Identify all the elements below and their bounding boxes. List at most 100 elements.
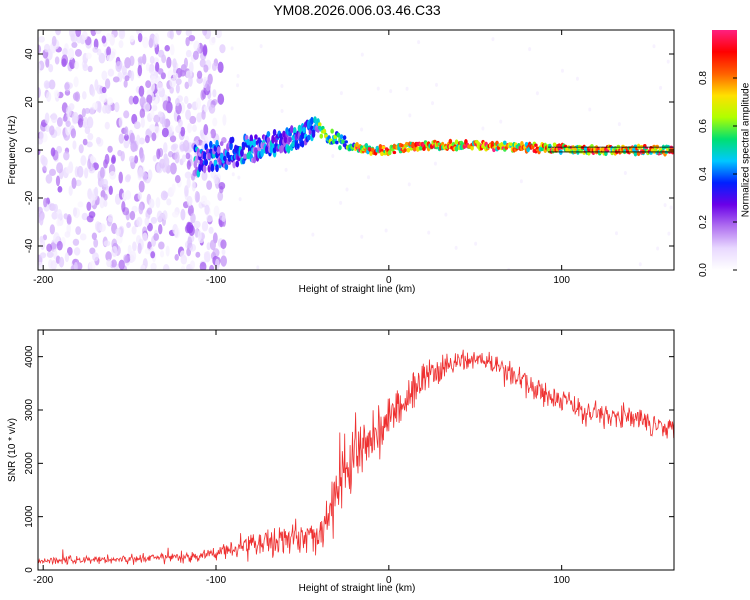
spectrogram-cell: [185, 49, 192, 58]
spectrogram-cell: [50, 147, 56, 157]
spectrogram-cell: [138, 203, 144, 215]
spectrogram-cell: [74, 48, 82, 57]
spectrogram-cell: [144, 216, 150, 227]
spectrogram-cell: [46, 91, 52, 102]
spectrogram-cell: [52, 249, 58, 260]
spectrogram-cell: [77, 118, 84, 128]
spectrogram-cell: [149, 55, 155, 65]
spectrogram-cell: [590, 144, 594, 149]
spectrogram-cell: [101, 183, 109, 191]
spectrogram-y-ticks: -40 -20 0 20 40: [24, 48, 674, 253]
spectrogram-cell: [381, 145, 386, 150]
spectrogram-cell: [344, 140, 348, 144]
spectrogram-cell: [55, 30, 62, 36]
spectrogram-cell: [69, 57, 76, 70]
spectrogram-cell: [183, 57, 188, 69]
spectrogram-cell: [667, 231, 671, 236]
spectrogram-cell: [221, 215, 226, 223]
spectrogram-cell: [282, 130, 286, 138]
spectrogram-cell: [77, 201, 84, 208]
spectrogram-cell: [62, 115, 68, 122]
spectrogram-cell: [65, 120, 71, 127]
spectrogram-cell: [163, 156, 170, 167]
spectrogram-cell: [131, 205, 138, 213]
spectrogram-cells: [38, 30, 674, 270]
spectrogram-cell: [571, 145, 576, 150]
spectrogram-cell: [55, 175, 61, 187]
spectrogram-cell: [202, 45, 208, 57]
spectrogram-cell: [256, 265, 260, 270]
spectrogram-cell: [188, 34, 196, 42]
spectrogram-cell: [246, 138, 250, 146]
spectrogram-cell: [162, 264, 170, 270]
spectrogram-cell: [123, 110, 130, 119]
spectrogram-cell: [219, 44, 226, 54]
spectrogram-cell: [75, 179, 82, 187]
spectrogram-cell: [138, 85, 145, 97]
spectrogram-cell: [130, 70, 135, 82]
spectrogram-cell: [177, 119, 183, 128]
spectrogram-cell: [124, 75, 130, 82]
spectrogram-cell: [172, 58, 177, 69]
spectrogram-cell: [156, 210, 163, 222]
spectrogram-cell: [183, 95, 189, 105]
spectrogram-cell: [355, 141, 359, 148]
spectrogram-cell: [129, 55, 135, 67]
y-tick-label: 1000: [24, 505, 35, 528]
spectrogram-cell: [172, 72, 179, 80]
spectrogram-cell: [38, 62, 41, 71]
spectrogram-cell: [187, 122, 193, 134]
spectrogram-cell: [403, 148, 408, 153]
spectrogram-y-label: Frequency (Hz): [7, 116, 18, 185]
spectrogram-cell: [158, 223, 163, 235]
spectrogram-cell: [534, 143, 538, 147]
spectrogram-cell: [217, 191, 224, 202]
spectrogram-cell: [151, 132, 157, 142]
spectrogram-cell: [48, 63, 54, 73]
spectrogram-cell: [179, 143, 187, 151]
chart-title: YM08.2026.006.03.46.C33: [273, 2, 441, 18]
spectrogram-cell: [146, 94, 153, 105]
snr-panel: -200 -100 0 100 0 1000 2000 3000 4000 Height of…: [7, 329, 675, 594]
spectrogram-cell: [407, 182, 411, 187]
spectrogram-cell: [123, 139, 130, 149]
spectrogram-cell: [111, 245, 118, 258]
spectrogram-cell: [112, 76, 120, 83]
spectrogram-cell: [203, 251, 209, 258]
colorbar-tick-label: 0.4: [698, 167, 709, 181]
spectrogram-cell: [97, 101, 102, 114]
y-tick-label: 4000: [24, 345, 35, 368]
spectrogram-cell: [99, 223, 106, 232]
spectrogram-cell: [186, 222, 194, 234]
spectrogram-cell: [56, 117, 63, 127]
spectrogram-cell: [111, 259, 117, 268]
spectrogram-cell: [148, 198, 155, 209]
spectrogram-cell: [137, 64, 143, 77]
spectrogram-cell: [111, 154, 116, 164]
spectrogram-cell: [191, 180, 196, 192]
spectrogram-cell: [137, 32, 143, 43]
spectrogram-cell: [193, 220, 201, 229]
spectrogram-cell: [88, 211, 96, 219]
spectrogram-cell: [205, 79, 211, 92]
spectrogram-cell: [105, 251, 112, 262]
spectrogram-cell: [195, 251, 201, 258]
spectrogram-cell: [210, 163, 215, 172]
spectrogram-cell: [300, 140, 305, 148]
spectrogram-cell: [280, 108, 284, 113]
spectrogram-cell: [129, 210, 136, 221]
spectrogram-cell: [106, 46, 112, 57]
spectrogram-cell: [76, 165, 84, 178]
spectrogram-cell: [339, 134, 344, 140]
spectrogram-cell: [109, 170, 117, 180]
spectrogram-cell: [185, 30, 193, 37]
spectrogram-cell: [217, 93, 225, 105]
spectrogram-cell: [209, 264, 215, 270]
spectrogram-cell: [49, 168, 57, 177]
spectrogram-cell: [153, 114, 161, 123]
spectrogram-cell: [406, 147, 411, 153]
spectrogram-cell: [288, 136, 292, 143]
spectrogram-cell: [95, 136, 102, 145]
spectrogram-cell: [132, 95, 139, 105]
